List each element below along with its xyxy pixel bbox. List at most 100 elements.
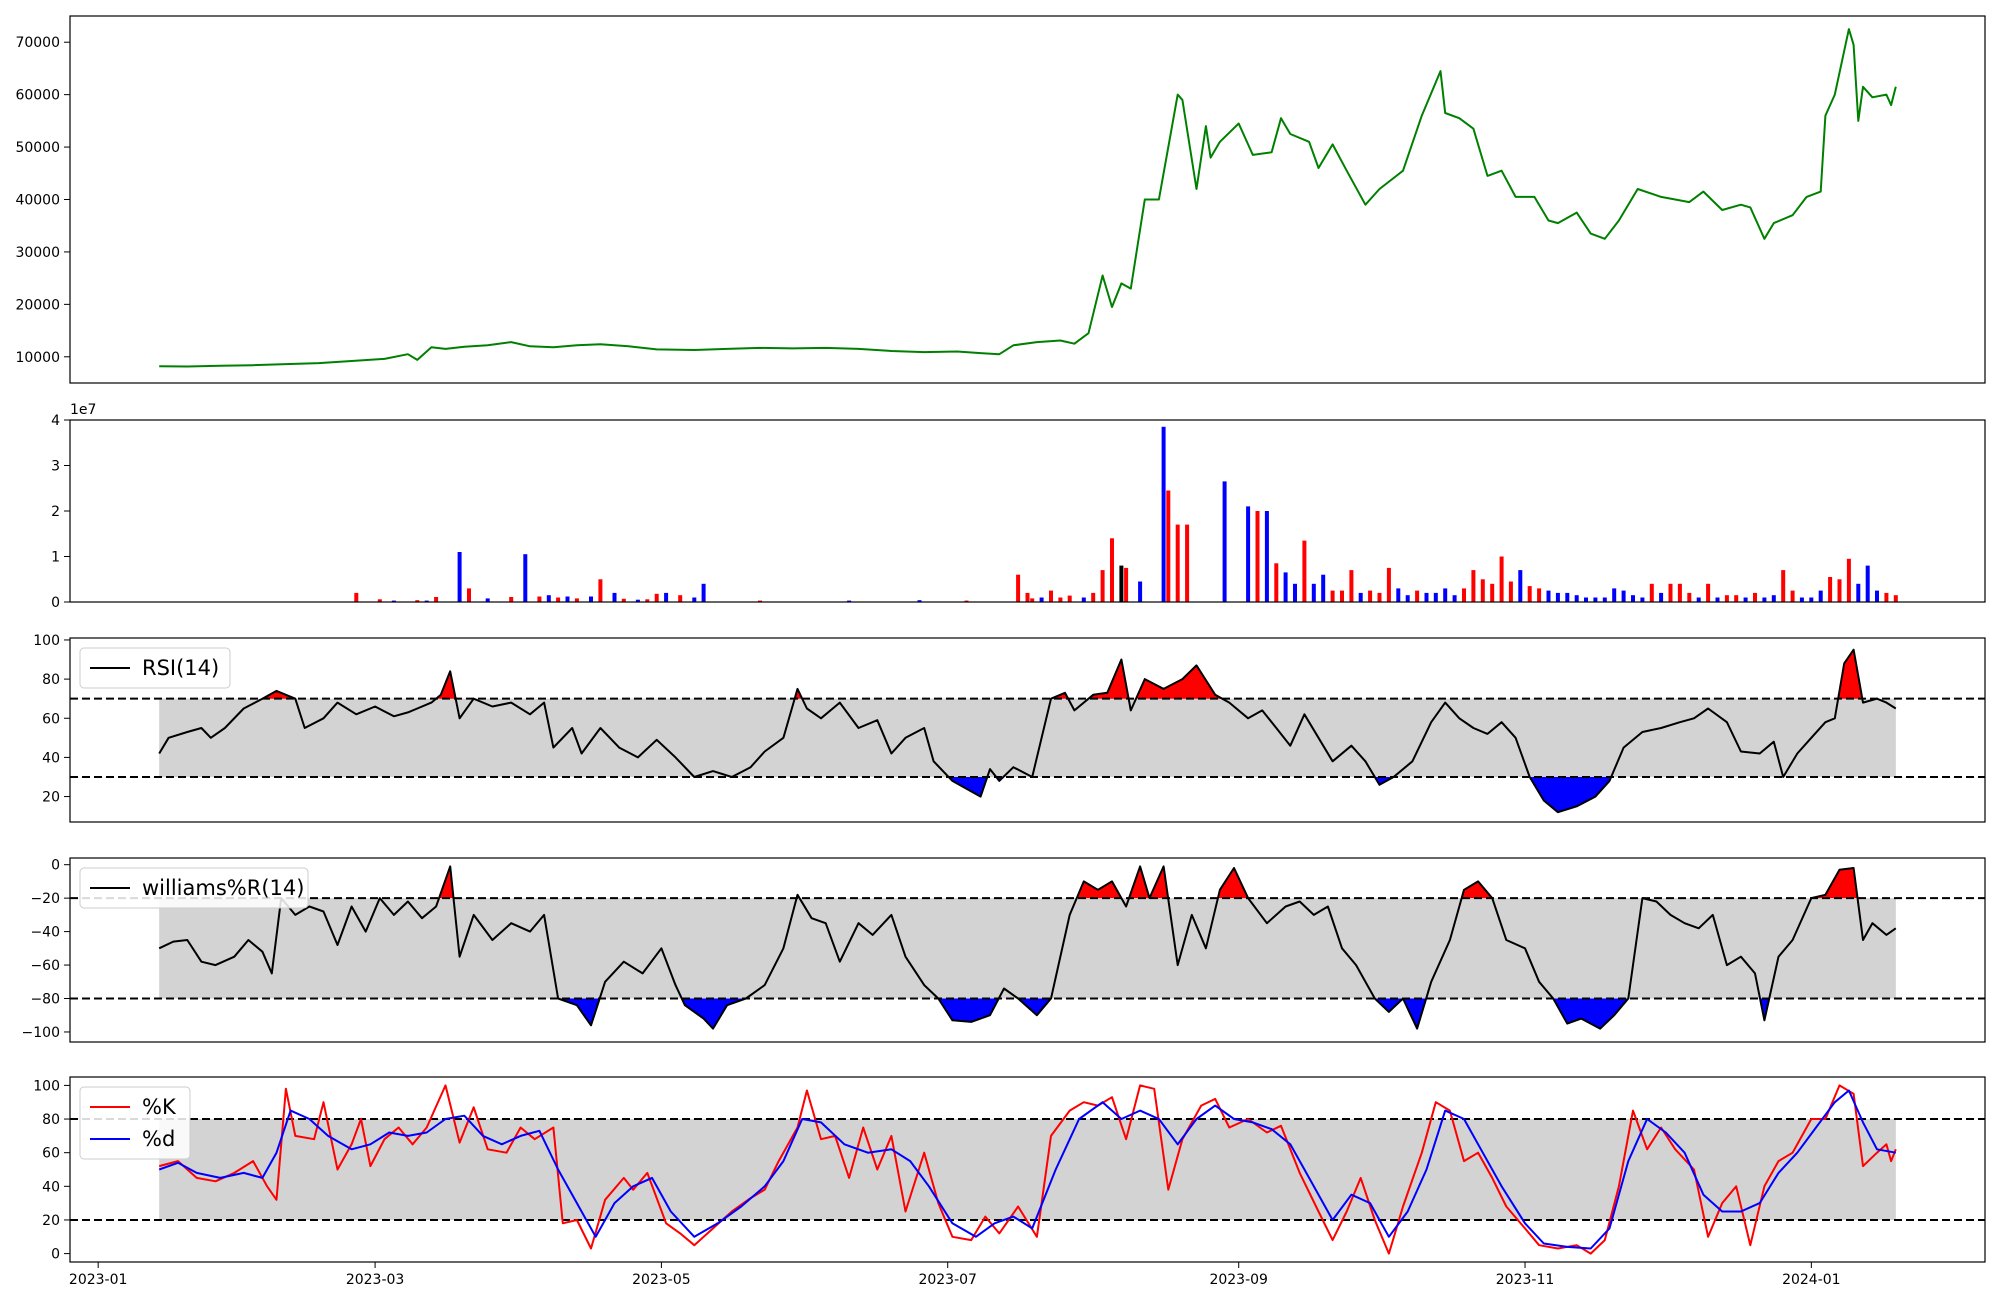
volume-bar [1110, 538, 1114, 602]
williams-r-oversold-area [938, 998, 999, 1022]
volume-bar [1311, 583, 1316, 602]
volume-bar [1480, 579, 1485, 603]
price-ytick-label: 40000 [15, 193, 60, 209]
volume-bar [1574, 595, 1579, 602]
stochastic-ytick-label: 20 [42, 1213, 60, 1229]
x-axis-tick-label: 2023-09 [1209, 1272, 1268, 1288]
volume-bar [598, 579, 603, 603]
volume-bar [1649, 583, 1654, 602]
x-axis-tick-label: 2023-01 [69, 1272, 128, 1288]
stochastic-axes-frame [69, 1076, 1986, 1263]
volume-bar [758, 600, 762, 602]
volume-bar [391, 600, 396, 602]
volume-bar [1612, 588, 1617, 602]
volume-bar [1415, 590, 1420, 602]
volume-bar [1091, 592, 1096, 602]
rsi-neutral-band [159, 698, 1896, 777]
x-axis-tick-label: 2024-01 [1782, 1272, 1841, 1288]
volume-bar [1593, 597, 1598, 602]
price-panel: 10000 20000 30000 40000 50000 60000 70000 [15, 15, 1986, 384]
volume-bar [565, 596, 570, 602]
volume-bar [1621, 590, 1626, 602]
williams-r-line [158, 865, 1897, 1030]
volume-bar [1584, 597, 1588, 602]
volume-bar [1818, 590, 1823, 602]
volume-bar [1386, 567, 1391, 602]
volume-bar [1030, 598, 1035, 602]
x-axis-tick-label: 2023-07 [918, 1272, 977, 1288]
volume-bar [1490, 583, 1495, 602]
williams-r-ytick-label: −100 [22, 1025, 60, 1041]
volume-ytick-label: 2 [51, 504, 60, 520]
volume-bar [1049, 590, 1053, 602]
williams-r-overbought-area [1129, 866, 1150, 899]
volume-bar [1884, 592, 1889, 602]
volume-bar [1274, 563, 1279, 602]
volume-bar [1016, 574, 1021, 602]
volume-bar [1025, 592, 1030, 602]
volume-bar [377, 599, 382, 602]
volume-bar [1433, 592, 1438, 602]
volume-bar [1706, 583, 1711, 602]
williams-r-oversold-area [1403, 998, 1427, 1029]
volume-bar [354, 592, 359, 602]
stochastic-ytick-label: 0 [51, 1247, 60, 1263]
volume-bar [1668, 583, 1673, 602]
williams-r-legend-label: williams%R(14) [142, 876, 304, 900]
volume-bar [1893, 595, 1898, 602]
x-axis-tick-label: 2023-03 [346, 1272, 405, 1288]
volume-bar [1677, 583, 1682, 602]
volume-bar [1734, 595, 1739, 602]
williams-r-overbought-area [1461, 881, 1493, 899]
volume-bar [1875, 590, 1879, 602]
rsi-ytick-label: 60 [42, 711, 60, 727]
volume-bar [1527, 586, 1532, 602]
williams-r-ytick-label: −80 [30, 992, 60, 1008]
williams-r-ytick-label: −60 [30, 958, 60, 974]
volume-bar [1138, 581, 1143, 602]
volume-bar [1161, 426, 1166, 602]
stochastic-legend [79, 1086, 191, 1160]
price-ytick-label: 30000 [15, 245, 60, 261]
rsi-oversold-area [1529, 777, 1612, 813]
volume-bar [1264, 511, 1269, 602]
williams-r-overbought-area [1217, 868, 1249, 899]
volume-bar [467, 588, 471, 602]
rsi-legend-label: RSI(14) [142, 656, 219, 680]
volume-bar [1518, 570, 1523, 602]
volume-bar [1368, 590, 1373, 602]
rsi-overbought-area [1838, 649, 1863, 699]
volume-bar [556, 597, 561, 602]
williams-r-ytick-label: −20 [30, 891, 60, 907]
volume-bar [1185, 524, 1190, 602]
volume-bar [1293, 583, 1297, 602]
volume-bar [1781, 570, 1786, 602]
volume-bar [1100, 570, 1105, 602]
volume-bar [1302, 540, 1307, 602]
volume-bar [485, 598, 490, 602]
stochastic-neutral-band [159, 1119, 1896, 1220]
volume-bar [574, 598, 579, 602]
volume-offset-label: 1e7 [70, 402, 96, 418]
volume-bar [664, 592, 669, 602]
price-ytick-label: 70000 [15, 35, 60, 51]
x-axis-tick-label: 2023-11 [1496, 1272, 1555, 1288]
williams-r-oversold-area [1760, 998, 1770, 1021]
williams-r-neutral-band [159, 898, 1896, 999]
volume-bar [1640, 597, 1645, 602]
volume-bar [1790, 590, 1795, 602]
volume-bar [589, 596, 593, 602]
volume-panel: 0 1 2 3 4 1e7 [51, 402, 1986, 611]
williams-r-axes-frame [69, 857, 1986, 1043]
williams-r-overbought-area [1811, 868, 1858, 899]
volume-bar [1255, 511, 1260, 602]
volume-bar [509, 597, 514, 602]
volume-bar [1124, 567, 1129, 602]
volume-bar [1809, 597, 1814, 602]
volume-bar [645, 599, 650, 602]
volume-bar [1724, 595, 1729, 602]
stochastic-legend-label: %K [142, 1095, 177, 1119]
williams-r-oversold-area [1374, 998, 1403, 1012]
williams-r-oversold-area [681, 998, 746, 1029]
